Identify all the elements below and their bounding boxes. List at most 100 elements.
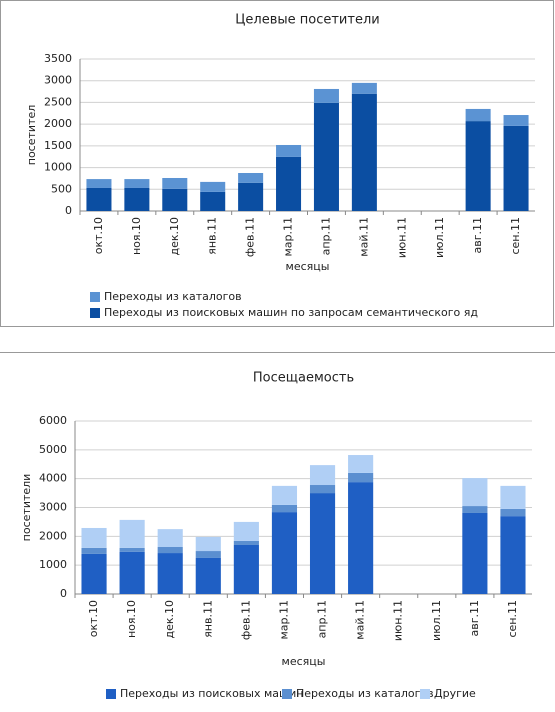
legend-label: Переходы из каталогов xyxy=(104,290,242,303)
bar-segment xyxy=(503,125,529,211)
bar-segment xyxy=(500,516,526,594)
bar-segment xyxy=(162,188,188,211)
bar-segment xyxy=(86,187,112,211)
bar-segment xyxy=(465,121,491,211)
bar-segment xyxy=(86,179,112,188)
bar-segment xyxy=(271,512,298,594)
x-tick-label: апр.11 xyxy=(316,600,329,638)
x-tick-label: авг.11 xyxy=(471,217,484,254)
x-tick-label: окт.10 xyxy=(87,600,100,637)
x-tick-label: дек.10 xyxy=(168,217,181,256)
bar-segment xyxy=(348,482,374,594)
x-tick-label: окт.10 xyxy=(92,217,105,254)
bar-segment xyxy=(119,547,145,552)
x-tick-label: апр.11 xyxy=(319,217,332,255)
bar-segment xyxy=(238,173,264,183)
bar-segment xyxy=(462,512,488,594)
legend-label: Переходы из поисковых машин по запросам … xyxy=(104,306,478,319)
legend-label: Переходы из каталогов xyxy=(296,687,434,700)
bar-segment xyxy=(313,88,339,103)
legend-label: Переходы из поисковых машин xyxy=(120,687,303,700)
x-tick-label: ноя.10 xyxy=(130,217,143,255)
y-tick-label: 3000 xyxy=(44,74,72,87)
bar-segment xyxy=(276,156,302,211)
bar-segment xyxy=(309,485,336,494)
bar-segment xyxy=(503,115,529,126)
bar-segment xyxy=(233,540,259,545)
bar-segment xyxy=(157,553,183,594)
legend-swatch xyxy=(90,308,100,318)
bar-segment xyxy=(157,547,183,554)
bar-segment xyxy=(124,187,150,211)
bar-segment xyxy=(309,493,336,594)
y-tick-label: 0 xyxy=(65,204,72,217)
chart-title: Посещаемость xyxy=(253,371,354,386)
bar-segment xyxy=(81,547,107,554)
y-tick-label: 2500 xyxy=(44,95,72,108)
bar-segment xyxy=(348,455,374,473)
y-tick-label: 0 xyxy=(60,587,67,600)
x-tick-label: июн.11 xyxy=(392,600,405,641)
bar-segment xyxy=(465,108,491,122)
x-tick-label: мар.11 xyxy=(277,600,290,640)
bar-segment xyxy=(81,553,107,594)
x-tick-label: июн.11 xyxy=(395,217,408,258)
bar-segment xyxy=(195,551,221,558)
bar-segment xyxy=(500,485,526,509)
bar-segment xyxy=(119,551,145,594)
bar-segment xyxy=(81,527,107,548)
bar-segment xyxy=(157,529,183,548)
legend-swatch xyxy=(420,689,430,699)
bar-segment xyxy=(462,506,488,513)
x-tick-label: май.11 xyxy=(354,600,367,640)
bar-segment xyxy=(233,544,259,594)
y-axis-label: посетител xyxy=(25,105,38,166)
x-tick-label: ноя.10 xyxy=(125,600,138,638)
y-tick-label: 4000 xyxy=(39,472,67,485)
x-tick-label: июл.11 xyxy=(433,217,446,258)
x-tick-label: янв.11 xyxy=(201,600,214,638)
chart-frame xyxy=(0,0,554,327)
x-tick-label: янв.11 xyxy=(206,217,219,255)
chart-title: Целевые посетители xyxy=(235,13,379,28)
x-tick-label: фев.11 xyxy=(239,600,252,640)
y-tick-label: 1000 xyxy=(44,161,72,174)
bar-segment xyxy=(462,478,488,507)
y-tick-label: 3000 xyxy=(39,501,67,514)
bar-segment xyxy=(351,93,377,211)
legend-swatch xyxy=(90,292,100,302)
legend-swatch xyxy=(106,689,116,699)
bar-segment xyxy=(238,182,264,211)
y-tick-label: 2000 xyxy=(44,117,72,130)
bar-segment xyxy=(271,504,298,513)
x-tick-label: сен.11 xyxy=(509,217,522,255)
bar-segment xyxy=(200,191,226,211)
bar-segment xyxy=(351,82,377,94)
x-tick-label: дек.10 xyxy=(163,600,176,639)
y-tick-label: 2000 xyxy=(39,529,67,542)
bar-segment xyxy=(195,536,221,552)
y-tick-label: 1500 xyxy=(44,139,72,152)
y-tick-label: 6000 xyxy=(39,414,67,427)
legend-label: Другие xyxy=(434,687,476,700)
y-tick-label: 5000 xyxy=(39,443,67,456)
bar-segment xyxy=(124,179,150,188)
x-tick-label: сен.11 xyxy=(506,600,519,638)
legend-swatch xyxy=(282,689,292,699)
x-tick-label: мар.11 xyxy=(282,217,295,257)
y-tick-label: 3500 xyxy=(44,52,72,65)
x-tick-label: июл.11 xyxy=(430,600,443,641)
bar-segment xyxy=(309,465,336,486)
bar-segment xyxy=(313,102,339,211)
bar-segment xyxy=(276,144,302,157)
y-tick-label: 500 xyxy=(51,182,72,195)
bar-segment xyxy=(233,521,259,541)
x-tick-label: май.11 xyxy=(357,217,370,257)
bar-segment xyxy=(195,557,221,594)
y-tick-label: 1000 xyxy=(39,558,67,571)
bar-segment xyxy=(271,485,298,505)
y-axis-label: посетители xyxy=(20,474,33,542)
x-axis-label: месяцы xyxy=(286,260,330,273)
